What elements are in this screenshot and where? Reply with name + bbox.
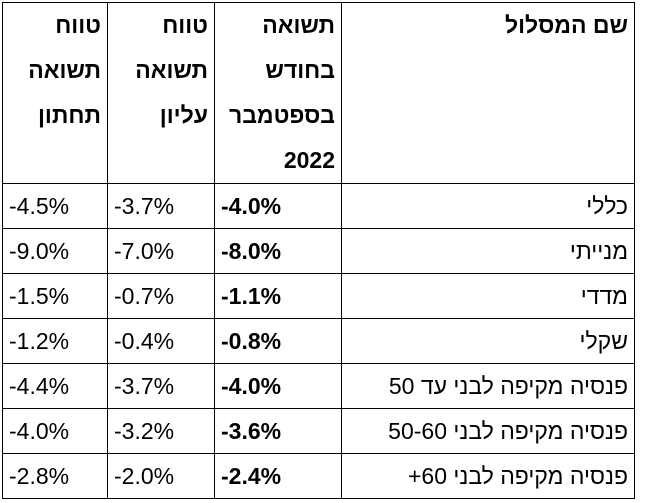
- monthly-return-cell: -8.0%: [214, 228, 342, 274]
- lower-range-cell: -4.5%: [2, 183, 108, 229]
- table-row: שקלי -0.8% -0.4% -1.2%: [2, 318, 635, 364]
- upper-range-cell: -0.7%: [107, 273, 215, 319]
- upper-range-cell: -3.7%: [107, 363, 215, 409]
- upper-range-cell: -0.4%: [107, 318, 215, 364]
- table-row: מנייתי -8.0% -7.0% -9.0%: [2, 228, 635, 274]
- monthly-return-cell: -4.0%: [214, 183, 342, 229]
- lower-range-cell: -2.8%: [2, 453, 108, 499]
- track-name-cell: פנסיה מקיפה לבני 50-60: [341, 408, 635, 454]
- table-row: מדדי -1.1% -0.7% -1.5%: [2, 273, 635, 319]
- upper-range-cell: -7.0%: [107, 228, 215, 274]
- upper-range-cell: -3.2%: [107, 408, 215, 454]
- table-row: כללי -4.0% -3.7% -4.5%: [2, 183, 635, 229]
- monthly-return-cell: -3.6%: [214, 408, 342, 454]
- upper-range-cell: -3.7%: [107, 183, 215, 229]
- header-upper-range: טווח תשואה עליון: [107, 2, 215, 184]
- returns-table: שם המסלול תשואה בחודש בספטמבר 2022 טווח …: [2, 2, 635, 499]
- monthly-return-cell: -1.1%: [214, 273, 342, 319]
- table-row: פנסיה מקיפה לבני עד 50 -4.0% -3.7% -4.4%: [2, 363, 635, 409]
- track-name-cell: פנסיה מקיפה לבני עד 50: [341, 363, 635, 409]
- track-name-cell: פנסיה מקיפה לבני 60+: [341, 453, 635, 499]
- table-row: פנסיה מקיפה לבני 60+ -2.4% -2.0% -2.8%: [2, 453, 635, 499]
- lower-range-cell: -1.5%: [2, 273, 108, 319]
- header-monthly-return: תשואה בחודש בספטמבר 2022: [214, 2, 342, 184]
- lower-range-cell: -1.2%: [2, 318, 108, 364]
- track-name-cell: כללי: [341, 183, 635, 229]
- table-row: פנסיה מקיפה לבני 50-60 -3.6% -3.2% -4.0%: [2, 408, 635, 454]
- header-lower-range: טווח תשואה תחתון: [2, 2, 108, 184]
- returns-table-container: שם המסלול תשואה בחודש בספטמבר 2022 טווח …: [2, 2, 635, 499]
- track-name-cell: שקלי: [341, 318, 635, 364]
- track-name-cell: מנייתי: [341, 228, 635, 274]
- track-name-cell: מדדי: [341, 273, 635, 319]
- table-header-row: שם המסלול תשואה בחודש בספטמבר 2022 טווח …: [2, 2, 635, 184]
- monthly-return-cell: -2.4%: [214, 453, 342, 499]
- lower-range-cell: -4.4%: [2, 363, 108, 409]
- monthly-return-cell: -0.8%: [214, 318, 342, 364]
- upper-range-cell: -2.0%: [107, 453, 215, 499]
- lower-range-cell: -4.0%: [2, 408, 108, 454]
- lower-range-cell: -9.0%: [2, 228, 108, 274]
- monthly-return-cell: -4.0%: [214, 363, 342, 409]
- header-track-name: שם המסלול: [341, 2, 635, 184]
